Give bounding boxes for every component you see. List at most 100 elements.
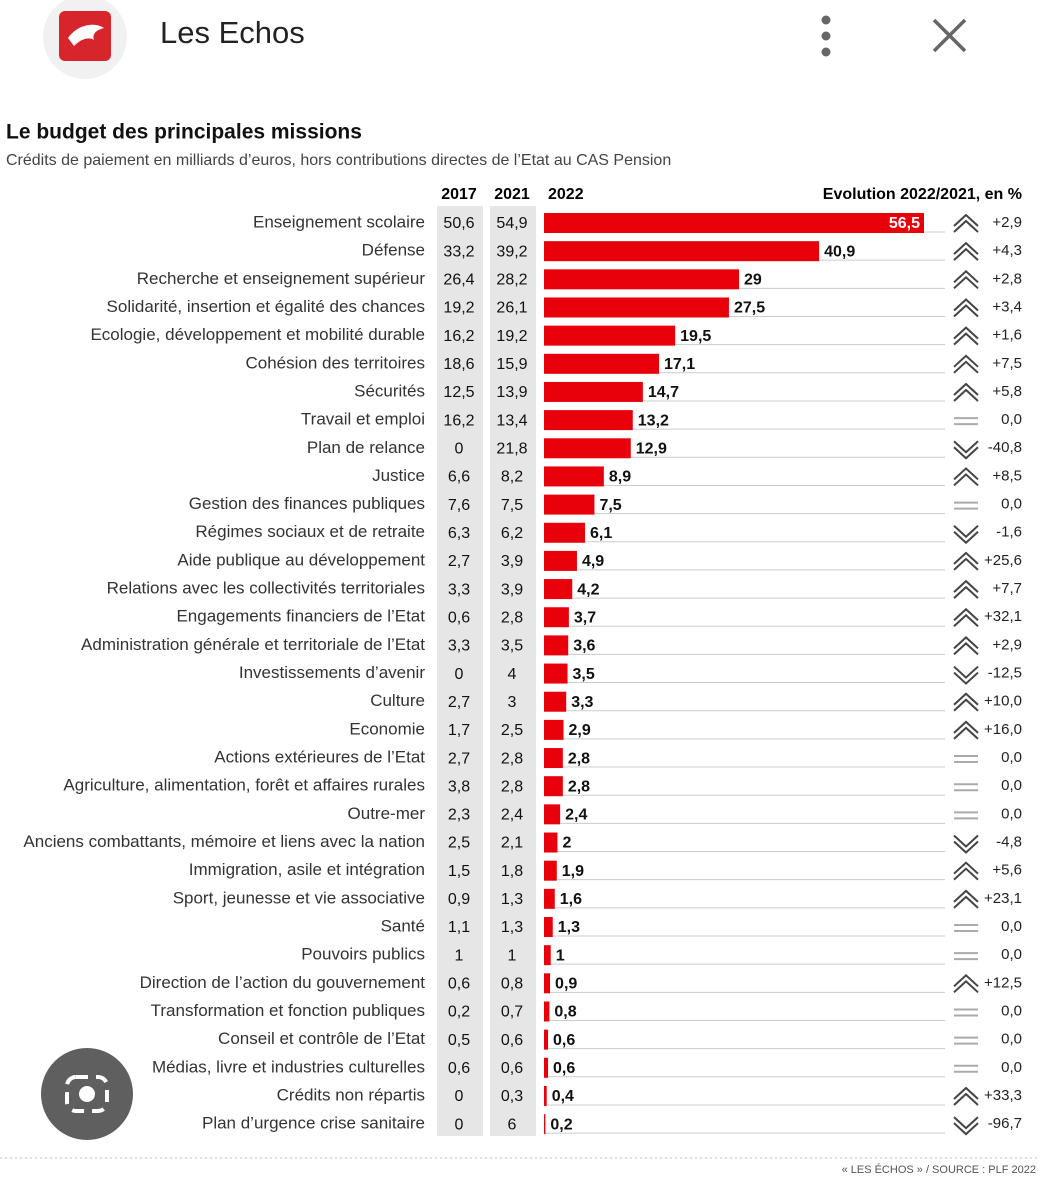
table-cell: 13,9 [496,384,527,401]
table-cell: 0,6 [501,1032,523,1049]
value-label: 2,8 [568,778,590,795]
value-label: 17,1 [664,356,695,373]
trend-icon [954,783,978,792]
category-label: Travail et emploi [301,410,425,429]
table-cell: 3,3 [448,581,470,598]
trend-icon [953,665,979,685]
value-label: 1,9 [562,863,584,880]
trend-icon [953,1116,979,1136]
table-cell: 2,7 [448,750,470,767]
evolution-label: 0,0 [1001,749,1022,766]
rows: Enseignement scolaire 50,6 54,9 56,5 +2,9 Déf… [23,212,1022,1136]
bar [544,691,567,712]
bar [544,550,577,571]
bar [544,917,553,937]
table-cell: 3,9 [501,553,523,570]
evolution-label: +23,1 [984,890,1022,907]
bar [544,1057,549,1078]
column-header: Evolution 2022/2021, en % [823,186,1022,203]
table-cell: 19,2 [443,300,474,317]
bar [544,860,557,881]
evolution-label: +8,5 [992,467,1022,484]
bar [544,241,820,262]
evolution-label: 0,0 [1001,805,1022,822]
bar [544,410,633,431]
trend-icon [954,924,978,932]
table-cell: 0,6 [448,609,470,626]
table-cell: 3,5 [501,638,523,655]
category-label: Direction de l’action du gouvernement [140,973,426,992]
trend-icon [954,811,978,820]
evolution-label: 0,0 [1001,1031,1022,1048]
value-label: 3,5 [573,666,595,683]
bar [544,1001,550,1022]
evolution-label: +10,0 [984,693,1022,710]
category-label: Conseil et contrôle de l’Etat [218,1029,425,1048]
source: « LES ÉCHOS » / SOURCE : PLF 2022 [842,1163,1036,1176]
trend-icon [953,467,979,487]
table-cell: 0,7 [501,1004,523,1021]
trend-icon [954,952,978,961]
table-cell: 6,2 [501,525,523,542]
evolution-label: +5,6 [992,862,1022,879]
evolution-label: +12,5 [984,974,1022,991]
table-cell: 1,3 [501,919,523,936]
table-cell: 1,7 [448,722,470,739]
category-label: Pouvoirs publics [301,945,425,964]
trend-icon [953,213,979,233]
trend-icon [953,889,979,909]
table-cell: 1 [508,947,517,964]
trend-icon [953,326,979,346]
trend-icon [953,440,979,460]
category-label: Cohésion des territoires [245,353,425,372]
table-cell: 6,3 [448,525,470,542]
bar [544,635,569,656]
bar [544,888,555,909]
value-label: 0,4 [552,1088,574,1105]
bar [544,522,586,543]
category-label: Crédits non répartis [277,1085,425,1104]
trend-icon [954,417,978,426]
category-label: Ecologie, développement et mobilité dura… [90,325,425,344]
table-cell: 0,8 [501,976,523,993]
bar [544,607,569,628]
trend-icon [953,354,979,374]
table-cell: 16,2 [443,412,474,429]
category-label: Gestion des finances publiques [189,494,425,513]
bar [544,973,551,994]
evolution-label: +2,9 [992,214,1022,231]
evolution-label: 0,0 [1001,496,1022,513]
table-cell: 2,8 [501,778,523,795]
trend-icon [954,1008,978,1017]
category-label: Outre-mer [348,804,426,823]
value-label: 1,6 [560,891,582,908]
table-cell: 33,2 [443,243,474,260]
evolution-label: +7,7 [992,580,1022,597]
table-cell: 0,6 [501,1060,523,1077]
menu-button[interactable] [821,15,831,57]
category-label: Aide publique au développement [177,550,425,569]
close-button[interactable] [932,18,967,53]
category-label: Administration générale et territoriale … [81,635,425,654]
category-label: Anciens combattants, mémoire et liens av… [23,832,425,851]
table-cell: 2,4 [501,807,523,824]
table-cell: 3 [508,694,517,711]
app-title: Les Echos [160,15,305,50]
table-cell: 8,2 [501,469,523,486]
bar [544,381,643,402]
table-cell: 2,1 [501,835,523,852]
table-cell: 7,5 [501,497,523,514]
category-label: Economie [349,719,425,738]
lens-button[interactable] [41,1048,133,1140]
column-header: 2021 [494,186,530,203]
table-cell: 6,6 [448,469,470,486]
value-label: 29 [744,272,762,289]
bar [544,1085,547,1106]
value-label: 6,1 [590,525,612,542]
bar [544,748,563,769]
bar [544,1114,546,1135]
trend-icon [953,241,979,261]
bar [544,719,564,740]
table-cell: 0,2 [448,1004,470,1021]
